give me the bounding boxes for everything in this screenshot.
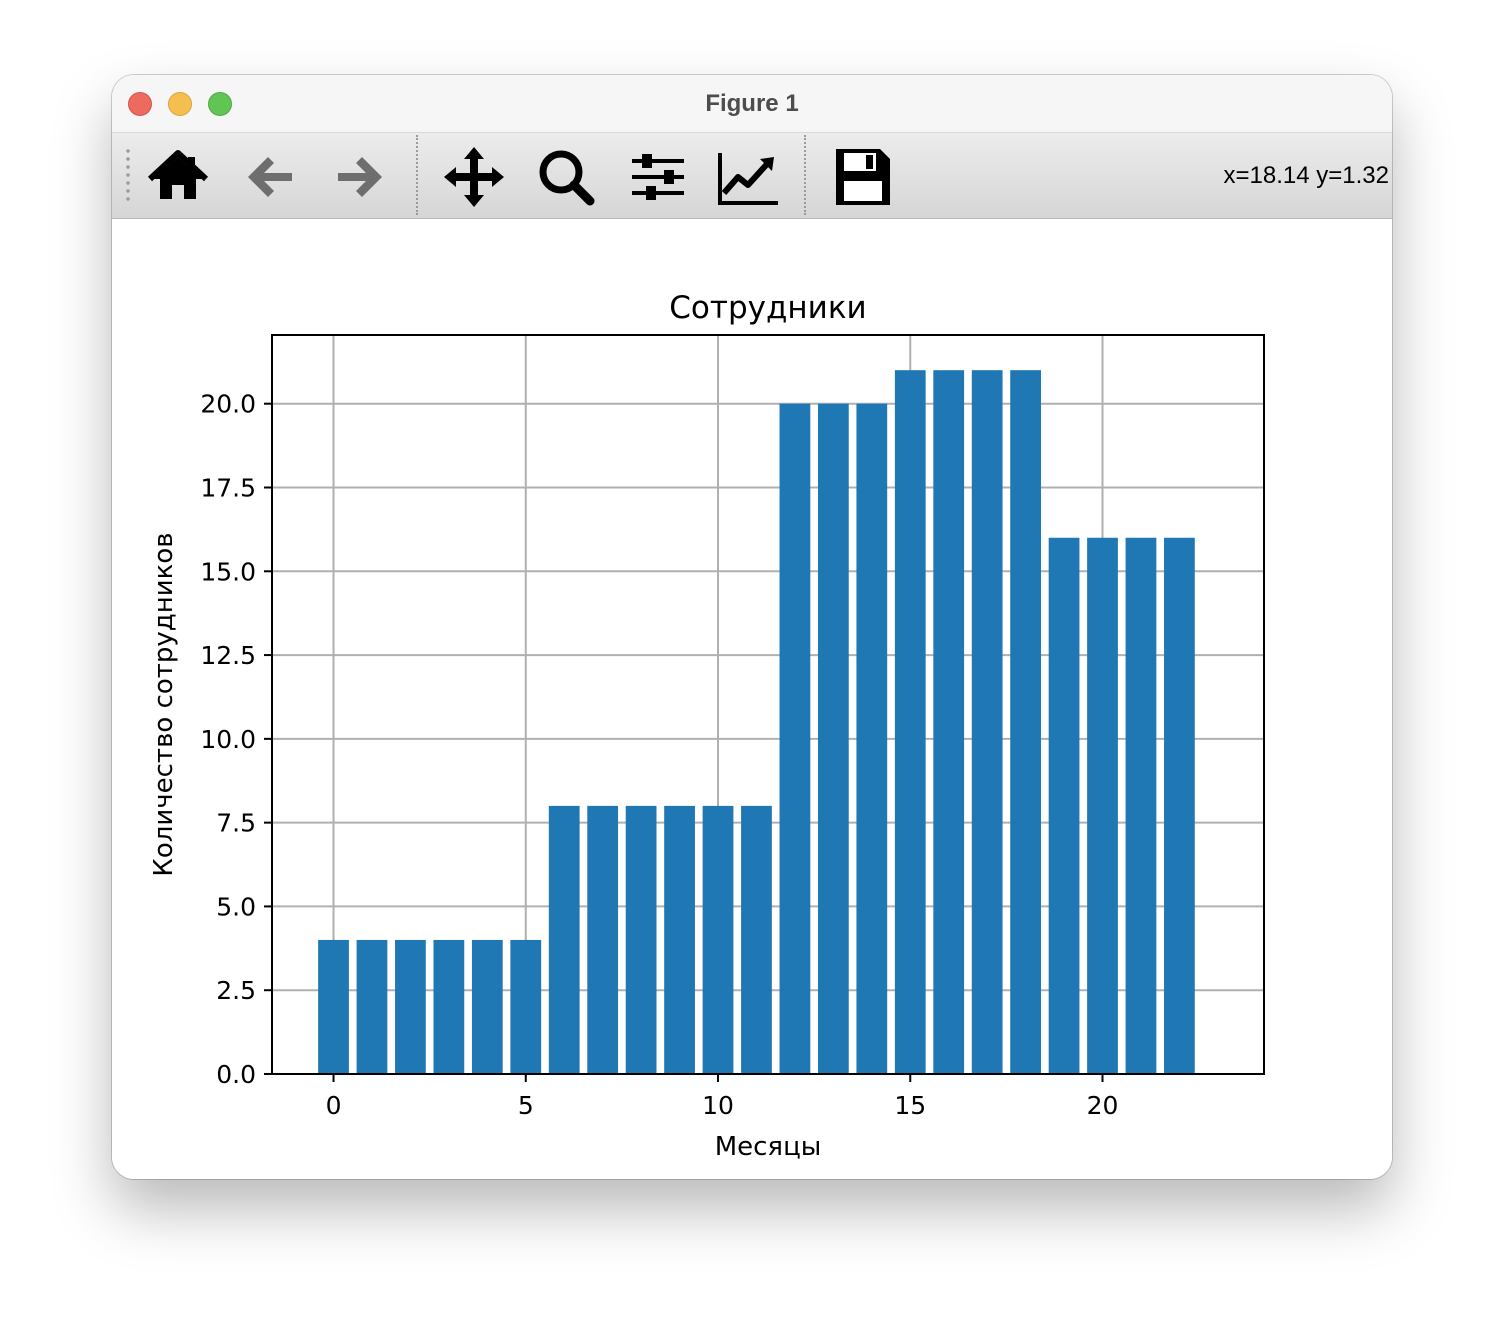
arrow-right-icon <box>338 157 382 197</box>
bar <box>856 403 888 1074</box>
y-tick-label: 20.0 <box>200 390 256 419</box>
bar <box>702 805 734 1074</box>
y-tick-label: 15.0 <box>200 557 256 586</box>
bar <box>471 939 503 1074</box>
ticks: 0 5 10 15 20 0.0 2.5 5.0 7.5 10.0 12.5 15.0 17.5 20.0 <box>200 390 1118 1120</box>
home-icon <box>147 150 209 199</box>
bar <box>1164 537 1195 1074</box>
y-tick-label: 12.5 <box>200 641 256 670</box>
bar <box>625 805 657 1074</box>
figure-window: Figure 1 <box>112 75 1392 1179</box>
bar <box>779 403 811 1074</box>
minimize-window-button[interactable] <box>168 92 192 116</box>
home-button[interactable] <box>146 145 210 209</box>
bar <box>1087 537 1118 1074</box>
zoom-button[interactable] <box>534 145 598 209</box>
x-tick-label: 10 <box>702 1091 734 1120</box>
bar <box>433 939 465 1074</box>
bar <box>510 939 542 1074</box>
bars <box>318 370 1195 1074</box>
bar <box>933 370 965 1074</box>
line-chart-icon <box>718 153 778 205</box>
y-tick-label: 10.0 <box>200 725 256 754</box>
bar <box>587 805 619 1074</box>
bar <box>1125 537 1157 1074</box>
bar <box>548 805 580 1074</box>
floppy-disk-icon <box>836 149 890 205</box>
axes-frame <box>271 334 1265 1075</box>
bar <box>1010 370 1041 1074</box>
window-title: Figure 1 <box>705 90 799 117</box>
edit-axes-button[interactable] <box>716 145 780 209</box>
maximize-window-button[interactable] <box>208 92 232 116</box>
bar <box>894 370 926 1074</box>
close-window-button[interactable] <box>128 92 152 116</box>
arrow-left-icon <box>248 157 292 197</box>
x-axis-label: Месяцы <box>715 1132 822 1162</box>
y-tick-label: 2.5 <box>216 976 256 1005</box>
figure-canvas[interactable]: 0 5 10 15 20 0.0 2.5 5.0 7.5 10.0 12.5 15.0 17.5 20.0… <box>112 219 1392 1179</box>
toolbar-separator <box>416 135 419 215</box>
x-tick-label: 20 <box>1087 1091 1119 1120</box>
title-bar: Figure 1 <box>112 75 1392 133</box>
move-icon <box>444 147 504 207</box>
toolbar-grip[interactable] <box>126 147 130 203</box>
bar <box>395 939 426 1074</box>
x-tick-label: 15 <box>894 1091 926 1120</box>
bar <box>971 370 1003 1074</box>
bar <box>318 939 349 1074</box>
bar <box>1048 537 1080 1074</box>
bar <box>817 403 849 1074</box>
y-tick-label: 0.0 <box>216 1060 256 1089</box>
y-tick-label: 17.5 <box>200 473 256 502</box>
forward-button[interactable] <box>328 145 392 209</box>
bar <box>356 939 388 1074</box>
subplots-button[interactable] <box>626 145 690 209</box>
chart-title: Сотрудники <box>669 290 866 326</box>
toolbar-separator <box>804 135 807 215</box>
magnifier-icon <box>539 150 595 206</box>
x-tick-label: 5 <box>518 1091 534 1120</box>
bar <box>741 805 772 1074</box>
sliders-icon <box>632 154 684 200</box>
navigation-toolbar: x=18.14 y=1.32 <box>112 133 1392 219</box>
bar-chart: 0 5 10 15 20 0.0 2.5 5.0 7.5 10.0 12.5 15.0 17.5 20.0… <box>149 290 1265 1162</box>
cursor-coordinates: x=18.14 y=1.32 <box>1223 162 1389 189</box>
bar <box>664 805 695 1074</box>
save-button[interactable] <box>830 145 894 209</box>
x-tick-label: 0 <box>326 1091 342 1120</box>
y-tick-label: 5.0 <box>216 892 256 921</box>
back-button[interactable] <box>238 145 302 209</box>
pan-button[interactable] <box>442 145 506 209</box>
y-axis-label: Количество сотрудников <box>149 532 179 876</box>
y-tick-label: 7.5 <box>216 809 256 838</box>
